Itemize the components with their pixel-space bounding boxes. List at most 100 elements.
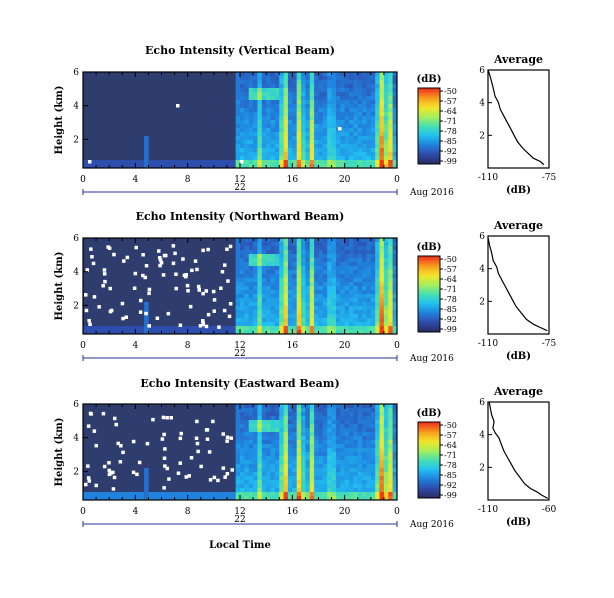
heatmap-cell — [309, 330, 315, 335]
heatmap-cell — [287, 496, 293, 501]
heatmap-cell — [240, 112, 245, 117]
heatmap-cell — [235, 496, 241, 501]
heatmap-cell — [261, 476, 267, 481]
x-tick-label: 12 — [234, 175, 245, 185]
colorbar-swatch — [418, 309, 440, 313]
heatmap-cell — [349, 322, 354, 327]
heatmap-cell — [383, 136, 389, 141]
heatmap-cell — [244, 318, 250, 323]
heatmap-cell — [392, 100, 398, 105]
heatmap-cell — [274, 266, 280, 271]
heatmap-cell — [235, 310, 241, 315]
heatmap-cell — [279, 250, 284, 255]
average-y-tick-label: 6 — [479, 232, 485, 242]
heatmap-cell — [231, 496, 236, 501]
heatmap-cell — [296, 160, 302, 165]
average-x-label: (dB) — [506, 351, 531, 362]
heatmap-cell — [349, 128, 354, 133]
missing-data-cell — [138, 310, 143, 314]
heatmap-cell — [296, 144, 302, 149]
colorbar-swatch — [418, 286, 440, 290]
heatmap-cell — [270, 120, 276, 125]
heatmap-cell — [370, 80, 376, 85]
heatmap-cell — [388, 80, 393, 85]
heatmap-cell — [392, 424, 398, 429]
missing-data-cell — [167, 477, 171, 481]
heatmap-cell — [266, 282, 271, 287]
heatmap-cell — [318, 262, 324, 267]
heatmap-cell — [357, 290, 363, 295]
missing-data-cell — [217, 325, 221, 329]
heatmap-cell — [305, 136, 311, 141]
heatmap-cell — [349, 92, 354, 97]
heatmap-cell — [305, 156, 311, 161]
heatmap-cell — [235, 302, 241, 307]
heatmap-cell — [335, 274, 341, 279]
heatmap-cell — [340, 294, 345, 299]
heatmap-cell — [375, 254, 380, 259]
heatmap-cell — [296, 440, 302, 445]
heatmap-cell — [388, 290, 393, 295]
heatmap-cell — [292, 314, 297, 319]
heatmap-cell — [292, 108, 297, 113]
heatmap-cell — [327, 96, 332, 101]
heatmap-cell — [392, 452, 398, 457]
heatmap-cell — [240, 286, 245, 291]
heatmap-cell — [327, 404, 332, 409]
heatmap-cell — [261, 302, 267, 307]
heatmap-cell — [301, 136, 306, 141]
heatmap-cell — [257, 484, 263, 489]
heatmap-cell — [253, 476, 258, 481]
heatmap-cell — [309, 464, 315, 469]
heatmap-cell — [244, 124, 250, 129]
heatmap-cell — [301, 84, 306, 89]
heatmap-cell — [248, 326, 254, 331]
heatmap-cell — [144, 140, 149, 145]
heatmap-cell — [335, 456, 341, 461]
heatmap-cell — [266, 436, 271, 441]
heatmap-cell — [274, 432, 280, 437]
heatmap-cell — [240, 238, 245, 243]
heatmap-cell — [309, 492, 315, 497]
heatmap-cell — [139, 160, 145, 165]
heatmap-cell — [248, 112, 254, 117]
heatmap-cell — [362, 120, 367, 125]
heatmap-cell — [340, 408, 345, 413]
average-frame — [487, 69, 550, 169]
heatmap-cell — [388, 136, 393, 141]
heatmap-cell — [340, 250, 345, 255]
heatmap-cell — [375, 282, 380, 287]
heatmap-cell — [379, 262, 385, 267]
heatmap-cell — [318, 140, 324, 145]
heatmap-cell — [383, 238, 389, 243]
heatmap-cell — [296, 326, 302, 331]
heatmap-cell — [235, 140, 241, 145]
heatmap-cell — [283, 164, 289, 169]
missing-data-cell — [195, 441, 200, 446]
heatmap-cell — [292, 152, 297, 157]
heatmap-cell — [292, 156, 297, 161]
average-x-label: (dB) — [506, 517, 531, 528]
heatmap-cell — [296, 164, 302, 169]
heatmap-cell — [292, 476, 297, 481]
heatmap-cell — [274, 164, 280, 169]
heatmap-cell — [240, 266, 245, 271]
heatmap-cell — [379, 250, 385, 255]
heatmap-cell — [353, 306, 359, 311]
heatmap-cell — [261, 116, 267, 121]
missing-data-cell — [124, 315, 128, 319]
heatmap-cell — [279, 420, 284, 425]
missing-data-cell — [97, 305, 101, 309]
heatmap-cell — [240, 476, 245, 481]
heatmap-cell — [130, 496, 136, 501]
colorbar-tick-label: -71 — [444, 117, 457, 126]
colorbar-swatch — [418, 156, 440, 160]
heatmap-cell — [287, 476, 293, 481]
heatmap-cell — [331, 310, 337, 315]
heatmap-cell — [274, 416, 280, 421]
heatmap-cell — [279, 404, 284, 409]
heatmap-cell — [301, 80, 306, 85]
day-label: 22 — [234, 515, 245, 525]
heatmap-cell — [266, 306, 271, 311]
